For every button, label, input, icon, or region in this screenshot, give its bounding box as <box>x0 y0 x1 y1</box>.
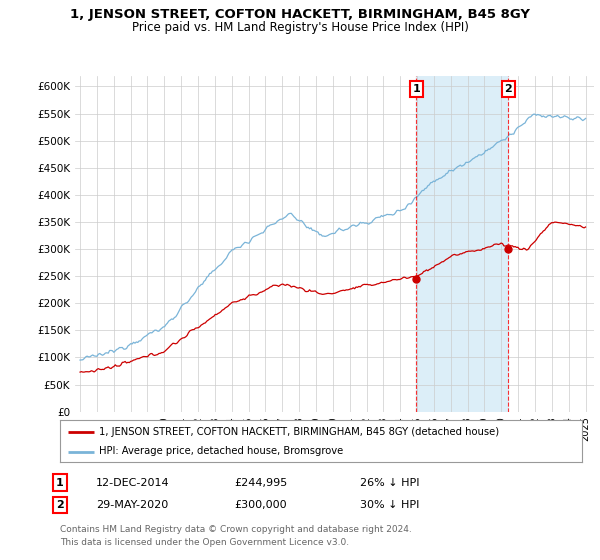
Text: Contains HM Land Registry data © Crown copyright and database right 2024.: Contains HM Land Registry data © Crown c… <box>60 525 412 534</box>
Text: 12-DEC-2014: 12-DEC-2014 <box>96 478 170 488</box>
Text: 1, JENSON STREET, COFTON HACKETT, BIRMINGHAM, B45 8GY (detached house): 1, JENSON STREET, COFTON HACKETT, BIRMIN… <box>99 427 499 437</box>
Text: 1, JENSON STREET, COFTON HACKETT, BIRMINGHAM, B45 8GY: 1, JENSON STREET, COFTON HACKETT, BIRMIN… <box>70 8 530 21</box>
Text: 29-MAY-2020: 29-MAY-2020 <box>96 500 168 510</box>
Text: HPI: Average price, detached house, Bromsgrove: HPI: Average price, detached house, Brom… <box>99 446 343 456</box>
Text: This data is licensed under the Open Government Licence v3.0.: This data is licensed under the Open Gov… <box>60 538 349 547</box>
Text: 30% ↓ HPI: 30% ↓ HPI <box>360 500 419 510</box>
Text: 26% ↓ HPI: 26% ↓ HPI <box>360 478 419 488</box>
Text: 1: 1 <box>412 84 420 94</box>
Text: £300,000: £300,000 <box>234 500 287 510</box>
Text: 2: 2 <box>56 500 64 510</box>
Text: 2: 2 <box>505 84 512 94</box>
Text: 1: 1 <box>56 478 64 488</box>
Text: Price paid vs. HM Land Registry's House Price Index (HPI): Price paid vs. HM Land Registry's House … <box>131 21 469 34</box>
Bar <box>416 76 508 412</box>
Text: £244,995: £244,995 <box>234 478 287 488</box>
